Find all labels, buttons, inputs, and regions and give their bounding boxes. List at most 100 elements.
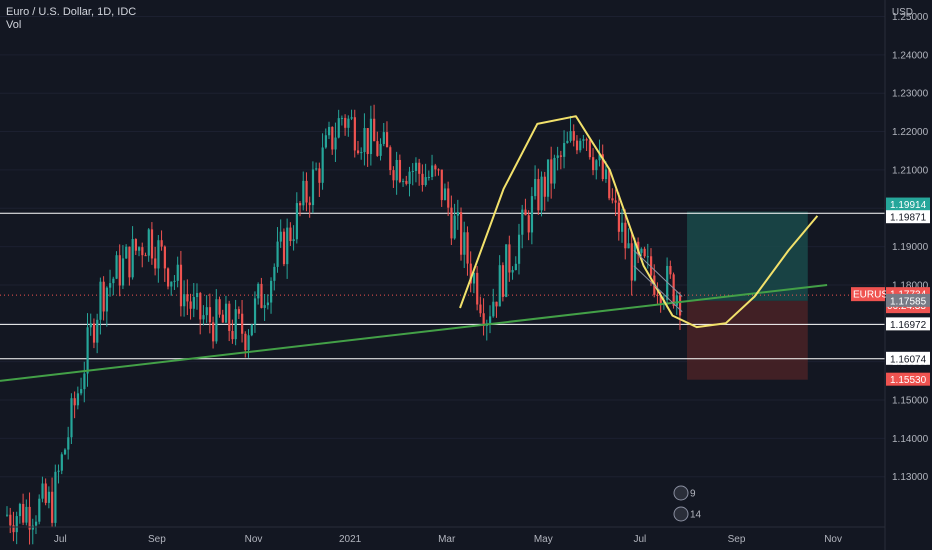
time-tick-label[interactable]: Nov: [245, 534, 263, 545]
price-tick-label[interactable]: 1.13000: [892, 472, 929, 483]
price-tag-value: 1.19914: [890, 200, 927, 211]
candle-body: [608, 169, 611, 199]
candle-body: [614, 200, 617, 203]
price-tick-label[interactable]: 1.15000: [892, 396, 929, 407]
time-tick-label[interactable]: 2021: [339, 534, 362, 545]
candle-body: [646, 256, 649, 258]
time-tick-label[interactable]: Nov: [824, 534, 842, 545]
candle-body: [440, 169, 443, 201]
candle-body: [6, 514, 9, 516]
event-count[interactable]: 14: [690, 510, 702, 521]
price-tick-label[interactable]: 1.25000: [892, 12, 929, 23]
candle-body: [115, 255, 118, 279]
candle-body: [208, 307, 212, 323]
price-tag-value: 1.16972: [890, 320, 927, 331]
candle-body: [569, 131, 572, 141]
candle-body: [331, 126, 334, 150]
candle-body: [598, 154, 601, 161]
time-tick-label[interactable]: Sep: [148, 534, 166, 545]
candle-body: [479, 304, 482, 314]
candle-body: [376, 141, 379, 156]
candle-body: [537, 179, 540, 211]
candle-body: [347, 118, 350, 128]
candle-body: [640, 248, 643, 253]
candle-body: [369, 118, 373, 155]
price-tick-label[interactable]: 1.21000: [892, 165, 929, 176]
time-tick-label[interactable]: Mar: [438, 534, 456, 545]
price-tick-label[interactable]: 1.18000: [892, 280, 929, 291]
candle-body: [147, 229, 150, 256]
candle-body: [408, 171, 411, 184]
time-tick-label[interactable]: May: [534, 534, 553, 545]
event-marker[interactable]: [673, 506, 689, 522]
candle-body: [385, 132, 389, 148]
candle-body: [237, 309, 241, 314]
price-tick-label[interactable]: 1.19000: [892, 242, 929, 253]
candle-body: [340, 117, 344, 119]
candle-body: [585, 139, 588, 141]
event-count[interactable]: 9: [690, 489, 696, 500]
candle-body: [460, 212, 463, 255]
channel-line: [633, 265, 683, 313]
candle-body: [28, 506, 31, 530]
channel-line: [633, 250, 683, 297]
candle-body: [447, 188, 450, 208]
candle-body: [183, 294, 186, 307]
candle-body: [379, 143, 382, 156]
symbol-title[interactable]: Euro / U.S. Dollar, 1D, IDC: [6, 6, 137, 18]
candle-body: [356, 150, 360, 154]
candle-body: [41, 483, 44, 499]
candle-body: [186, 294, 189, 302]
candle-body: [18, 503, 22, 517]
candle-body: [144, 255, 147, 257]
candle-body: [128, 246, 131, 278]
time-tick-label[interactable]: Jul: [54, 534, 67, 545]
time-tick-label[interactable]: Sep: [728, 534, 746, 545]
price-tick-label[interactable]: 1.22000: [892, 127, 929, 138]
candle-body: [678, 295, 682, 316]
candle-body: [189, 301, 192, 309]
candle-body: [395, 159, 398, 181]
time-tick-label[interactable]: Jul: [634, 534, 647, 545]
candle-body: [353, 117, 356, 151]
candle-body: [501, 265, 505, 297]
candle-body: [63, 449, 67, 455]
candle-body: [215, 299, 218, 342]
candle-body: [241, 313, 244, 334]
candle-body: [669, 265, 672, 275]
candle-body: [266, 302, 270, 306]
candle-body: [604, 169, 608, 180]
candle-body: [125, 246, 128, 259]
time-axis[interactable]: Jul Sep Nov 2021 Mar May Jul Sep Nov: [54, 534, 842, 545]
candle-body: [508, 244, 511, 273]
candle-body: [456, 212, 459, 216]
candle-body: [630, 243, 633, 281]
candle-body: [244, 333, 247, 351]
currency-label[interactable]: USD: [892, 7, 913, 18]
candle-body: [546, 159, 550, 197]
price-tick-label[interactable]: 1.14000: [892, 434, 929, 445]
candle-body: [360, 152, 363, 154]
cup-curve: [459, 115, 819, 329]
trendline: [0, 283, 828, 382]
candle-body: [263, 305, 266, 308]
candle-body: [25, 506, 28, 523]
price-tick-label[interactable]: 1.24000: [892, 50, 929, 61]
candle-body: [96, 319, 99, 343]
candle-body: [289, 227, 292, 242]
candle-body: [527, 215, 530, 233]
candle-body: [524, 209, 527, 216]
candle-body: [389, 147, 392, 171]
price-tick-label[interactable]: 1.23000: [892, 89, 929, 100]
volume-indicator-label[interactable]: Vol: [6, 19, 22, 31]
price-tag-value: 1.17585: [890, 296, 927, 307]
event-marker[interactable]: [673, 485, 689, 501]
candle-body: [363, 128, 366, 153]
candle-body: [582, 139, 585, 141]
candle-body: [492, 301, 495, 317]
candle-body: [276, 241, 279, 267]
candle-body: [498, 265, 501, 307]
candle-body: [154, 258, 157, 269]
event-markers[interactable]: 9 14: [673, 485, 702, 522]
